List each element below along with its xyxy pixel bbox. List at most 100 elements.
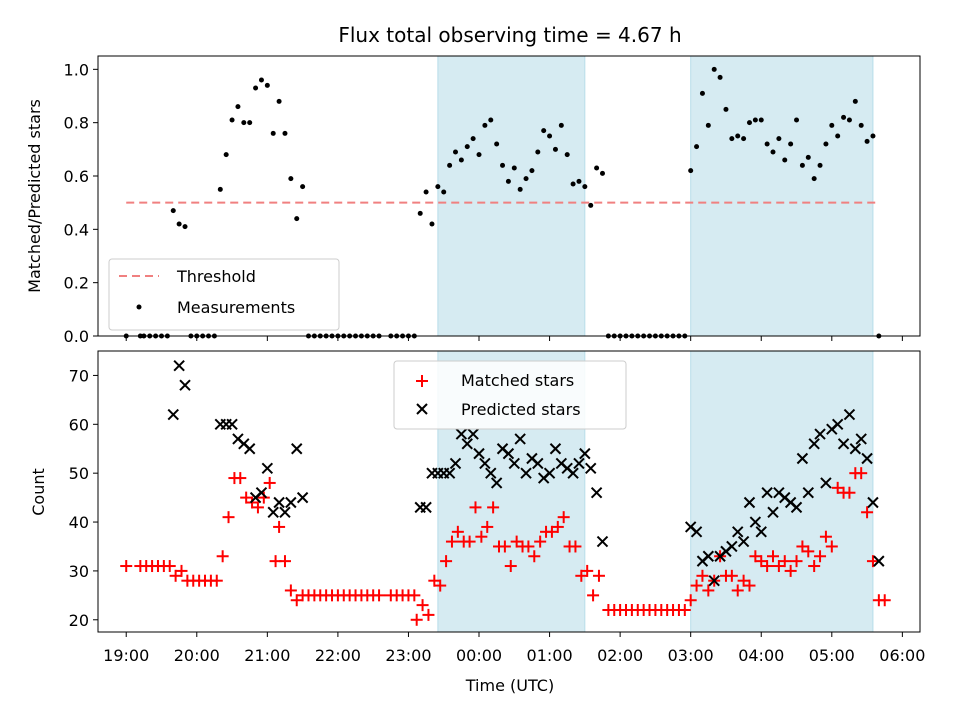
measurement-point bbox=[176, 221, 182, 227]
predicted-star-point bbox=[514, 433, 526, 445]
measurement-point bbox=[594, 165, 600, 171]
measurement-point bbox=[741, 136, 747, 142]
predicted-star-point bbox=[596, 535, 609, 548]
measurement-point bbox=[229, 117, 235, 123]
matched-star-point bbox=[481, 520, 494, 533]
top-y-tick-label: 0.8 bbox=[64, 114, 89, 133]
matched-star-point bbox=[855, 467, 868, 480]
matched-star-point bbox=[790, 555, 803, 568]
shaded-interval bbox=[690, 350, 874, 633]
top-panel: 0.0 0.2 0.4 0.6 0.8 1.0 Matched/Predicted sta… bbox=[25, 55, 921, 346]
predicted-star-point bbox=[837, 438, 850, 450]
matched-star-point bbox=[416, 599, 429, 612]
measurement-point bbox=[447, 162, 453, 168]
measurement-point bbox=[276, 98, 282, 104]
matched-star-point bbox=[557, 511, 570, 524]
predicted-star-point bbox=[173, 359, 185, 372]
x-tick-label: 03:00 bbox=[668, 646, 714, 665]
measurement-point bbox=[846, 117, 852, 123]
measurement-point bbox=[570, 181, 576, 187]
measurement-point bbox=[723, 106, 729, 112]
matched-star-point bbox=[278, 555, 291, 568]
predicted-star-point bbox=[461, 438, 473, 450]
matched-star-point bbox=[445, 535, 458, 548]
matched-star-point bbox=[487, 501, 500, 514]
predicted-star-point bbox=[843, 408, 856, 421]
matched-stars-points bbox=[120, 467, 891, 626]
measurement-point bbox=[811, 176, 817, 182]
measurement-point bbox=[170, 208, 176, 214]
measurement-point bbox=[864, 138, 870, 144]
matched-star-point bbox=[504, 560, 517, 573]
bottom-y-tick-label: 50 bbox=[69, 464, 89, 483]
matched-star-point bbox=[684, 594, 697, 607]
measurement-point bbox=[782, 157, 788, 163]
predicted-star-point bbox=[549, 443, 562, 455]
predicted-star-point bbox=[261, 462, 274, 474]
predicted-star-point bbox=[737, 535, 750, 548]
measurement-point bbox=[288, 176, 294, 182]
measurement-point bbox=[835, 133, 841, 139]
chart-title: Flux total observing time = 4.67 h bbox=[338, 23, 681, 47]
predicted-star-point bbox=[573, 457, 585, 470]
matched-star-point bbox=[534, 535, 547, 548]
predicted-star-point bbox=[579, 447, 591, 460]
predicted-star-point bbox=[855, 433, 867, 445]
matched-star-point bbox=[528, 550, 541, 563]
predicted-star-point bbox=[226, 418, 238, 431]
predicted-star-point bbox=[167, 408, 179, 421]
matched-star-point bbox=[163, 560, 176, 573]
matched-star-point bbox=[263, 476, 276, 489]
top-y-ticks: 0.0 0.2 0.4 0.6 0.8 1.0 bbox=[64, 60, 98, 346]
predicted-star-point bbox=[726, 540, 738, 553]
measurement-point bbox=[535, 149, 541, 155]
predicted-star-point bbox=[543, 467, 556, 479]
measurement-point bbox=[541, 128, 547, 134]
matched-star-point bbox=[273, 520, 286, 533]
predicted-star-point bbox=[455, 428, 468, 440]
predicted-star-point bbox=[443, 467, 456, 479]
predicted-star-point bbox=[790, 501, 803, 514]
predicted-star-point bbox=[479, 457, 491, 470]
measurement-point bbox=[711, 66, 717, 72]
predicted-star-point bbox=[732, 526, 744, 538]
measurement-point bbox=[476, 152, 482, 158]
predicted-star-point bbox=[690, 526, 703, 538]
legend-threshold-label: Threshold bbox=[176, 267, 256, 286]
matched-star-point bbox=[702, 584, 715, 597]
measurement-point bbox=[547, 133, 553, 139]
predicted-star-point bbox=[267, 506, 279, 518]
predicted-star-point bbox=[179, 379, 191, 391]
predicted-star-point bbox=[831, 418, 844, 431]
measurement-points bbox=[123, 66, 882, 339]
top-y-tick-label: 0.4 bbox=[64, 220, 89, 239]
measurement-point bbox=[576, 178, 582, 184]
measurement-point bbox=[588, 202, 594, 208]
legend-measurements-swatch bbox=[136, 304, 142, 310]
measurement-point bbox=[417, 210, 423, 216]
measurement-point bbox=[300, 184, 306, 190]
predicted-star-point bbox=[702, 550, 715, 562]
measurement-point bbox=[429, 221, 435, 227]
measurement-point bbox=[423, 189, 429, 195]
matched-star-point bbox=[825, 540, 838, 553]
bottom-legend-box bbox=[393, 360, 627, 430]
predicted-star-point bbox=[590, 487, 603, 499]
matched-star-point bbox=[451, 525, 464, 538]
predicted-star-point bbox=[749, 516, 762, 528]
matched-star-point bbox=[440, 555, 453, 568]
bottom-y-tick-label: 20 bbox=[69, 611, 89, 630]
top-y-tick-label: 0.0 bbox=[64, 327, 89, 346]
measurement-point bbox=[705, 122, 711, 128]
predicted-star-point bbox=[485, 467, 497, 479]
matched-star-point bbox=[592, 569, 605, 582]
predicted-star-point bbox=[449, 457, 462, 470]
measurement-point bbox=[505, 178, 511, 184]
measurement-point bbox=[552, 146, 558, 152]
top-y-axis-label: Matched/Predicted stars bbox=[25, 99, 44, 293]
x-tick-label: 04:00 bbox=[738, 646, 784, 665]
measurement-point bbox=[253, 85, 259, 91]
matched-star-point bbox=[475, 530, 488, 543]
bottom-y-tick-label: 30 bbox=[69, 562, 89, 581]
measurement-point bbox=[282, 130, 288, 136]
